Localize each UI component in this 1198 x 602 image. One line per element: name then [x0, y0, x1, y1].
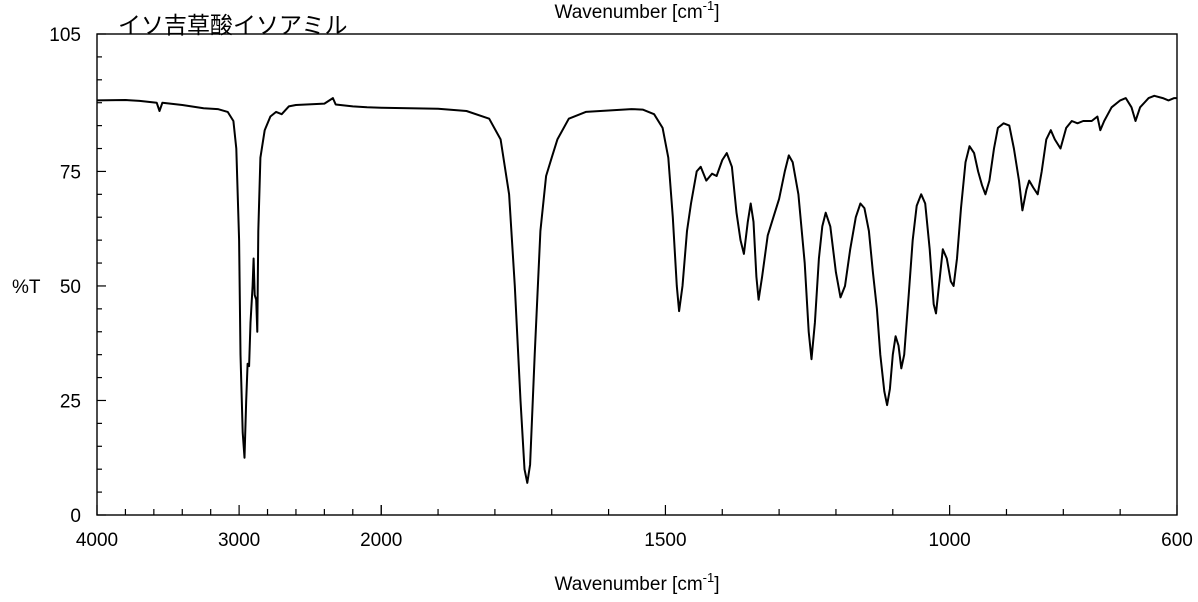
y-tick-label: 25: [60, 391, 81, 412]
x-tick-label: 4000: [76, 530, 118, 551]
y-tick-label: 0: [70, 506, 81, 527]
x-tick-label: 1000: [928, 530, 970, 551]
spectrum-line: [96, 94, 1177, 484]
top-axis-label: Wavenumber [cm-1]: [554, 0, 719, 23]
axis-label-close: ]: [714, 574, 719, 595]
axis-label-text: Wavenumber [cm: [554, 2, 702, 23]
y-axis-label: %T: [12, 277, 41, 298]
x-tick-label: 3000: [218, 530, 260, 551]
y-tick-label: 50: [60, 277, 81, 298]
chart-title: イソ吉草酸イソアミル: [118, 13, 348, 39]
x-tick-label: 2000: [360, 530, 402, 551]
axis-label-superscript: -1: [703, 570, 715, 585]
x-axis-label: Wavenumber [cm-1]: [554, 570, 719, 595]
axis-label-superscript: -1: [703, 0, 715, 13]
x-tick-label: 600: [1161, 530, 1193, 551]
y-tick-label: 105: [49, 25, 81, 46]
axis-label-close: ]: [714, 2, 719, 23]
axis-label-text: Wavenumber [cm: [554, 574, 702, 595]
y-tick-label: 75: [60, 162, 81, 183]
plot-frame: [96, 33, 1178, 516]
x-tick-label: 1500: [644, 530, 686, 551]
